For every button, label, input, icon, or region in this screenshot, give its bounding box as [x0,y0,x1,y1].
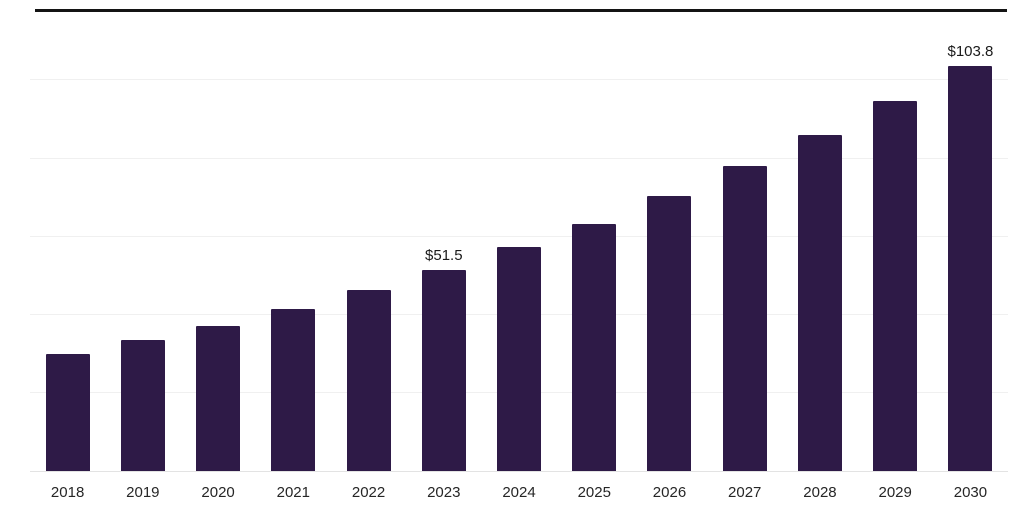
x-tick-label-2018: 2018 [50,484,85,501]
gridline [30,79,1008,81]
bar-2027 [722,165,767,471]
x-tick-label-2025: 2025 [577,484,611,501]
bar-2028 [797,134,842,471]
bar-value-label: $51.5 [425,246,463,264]
x-tick-label-2022: 2022 [351,484,386,501]
bar-column-2025 [557,12,632,471]
bar-2024 [497,246,542,471]
gridline [30,235,1008,237]
bar-column-2028 [782,12,857,471]
x-tick-label-2024: 2024 [502,484,536,501]
x-tick-label-2028: 2028 [803,484,837,501]
x-tick-label-2020: 2020 [201,484,235,501]
chart-top-border [35,9,1007,12]
x-axis-labels: 2018 2019 2020 2021 2022 2023 2024 2025 2026 2027… [30,472,1008,512]
bar-column-2030: $103.8 [933,12,1008,471]
gridline [30,157,1008,159]
bar-column-2022 [331,12,406,471]
bar-2026 [647,195,692,471]
x-tick-label-2019: 2019 [126,484,160,501]
x-tick-label-2027: 2027 [728,484,762,501]
bars: $51.5 $103.8 [30,12,1008,471]
bar-2020 [196,325,241,471]
bar-column-2020 [180,12,255,471]
bar-2025 [572,224,617,471]
bar-2018 [45,353,90,471]
bar-column-2018 [30,12,105,471]
bar-2019 [120,340,165,471]
x-tick-label-2029: 2029 [878,484,912,501]
bar-value-label: $103.8 [947,42,994,60]
plot-area: $51.5 $103.8 [30,12,1008,472]
bar-column-2027 [707,12,782,471]
x-tick-label-2026: 2026 [652,484,687,501]
bar-column-2024 [481,12,556,471]
bar-2021 [271,308,316,471]
bar-column-2026 [632,12,707,471]
bar-column-2019 [105,12,180,471]
x-tick-label-2021: 2021 [276,484,310,501]
x-tick-label-2030: 2030 [953,484,988,501]
x-tick-label-2023: 2023 [427,484,461,501]
bar-column-2023: $51.5 [406,12,481,471]
bar-2030 [948,65,993,471]
bar-2023 [421,269,466,471]
bar-2022 [346,290,391,471]
bar-column-2021 [256,12,331,471]
bar-2029 [873,101,918,471]
bar-column-2029 [858,12,933,471]
